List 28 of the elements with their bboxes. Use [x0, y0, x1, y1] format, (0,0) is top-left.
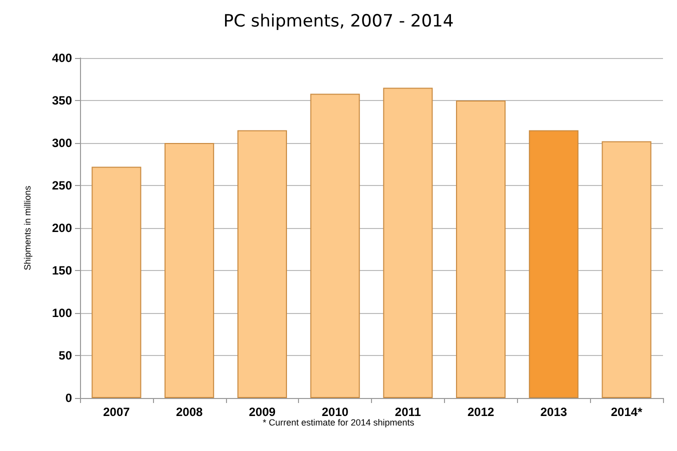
x-tick-label: 2012 [467, 405, 494, 419]
y-tick-label: 300 [52, 136, 72, 150]
x-tick-label: 2007 [103, 405, 130, 419]
y-tick-label: 0 [65, 391, 72, 405]
x-tick-label: 2010 [322, 405, 349, 419]
chart-title: PC shipments, 2007 - 2014 [223, 12, 454, 32]
x-tick-label: 2013 [540, 405, 568, 419]
bar [237, 130, 287, 398]
x-tick-label: 2014* [610, 405, 643, 419]
bar [528, 130, 578, 398]
bar [310, 94, 360, 398]
y-axis-title: Shipments in millions [22, 185, 32, 270]
bar [456, 100, 506, 398]
y-tick-label: 350 [52, 94, 72, 108]
y-tick-label: 250 [52, 178, 72, 192]
bar [602, 141, 652, 398]
bar [92, 166, 142, 398]
x-tick-label: 2009 [248, 405, 276, 419]
y-tick-label: 400 [52, 51, 72, 65]
bar [164, 143, 214, 398]
y-tick-label: 100 [52, 306, 72, 320]
x-tick-label: 2008 [176, 405, 203, 419]
y-tick-label: 50 [58, 348, 72, 362]
y-tick-label: 150 [52, 264, 72, 278]
x-tick-label: 2011 [394, 405, 422, 419]
bar [383, 88, 433, 398]
text: * Current estimate for 2014 shipments [262, 418, 415, 428]
y-tick-label: 200 [52, 221, 72, 235]
